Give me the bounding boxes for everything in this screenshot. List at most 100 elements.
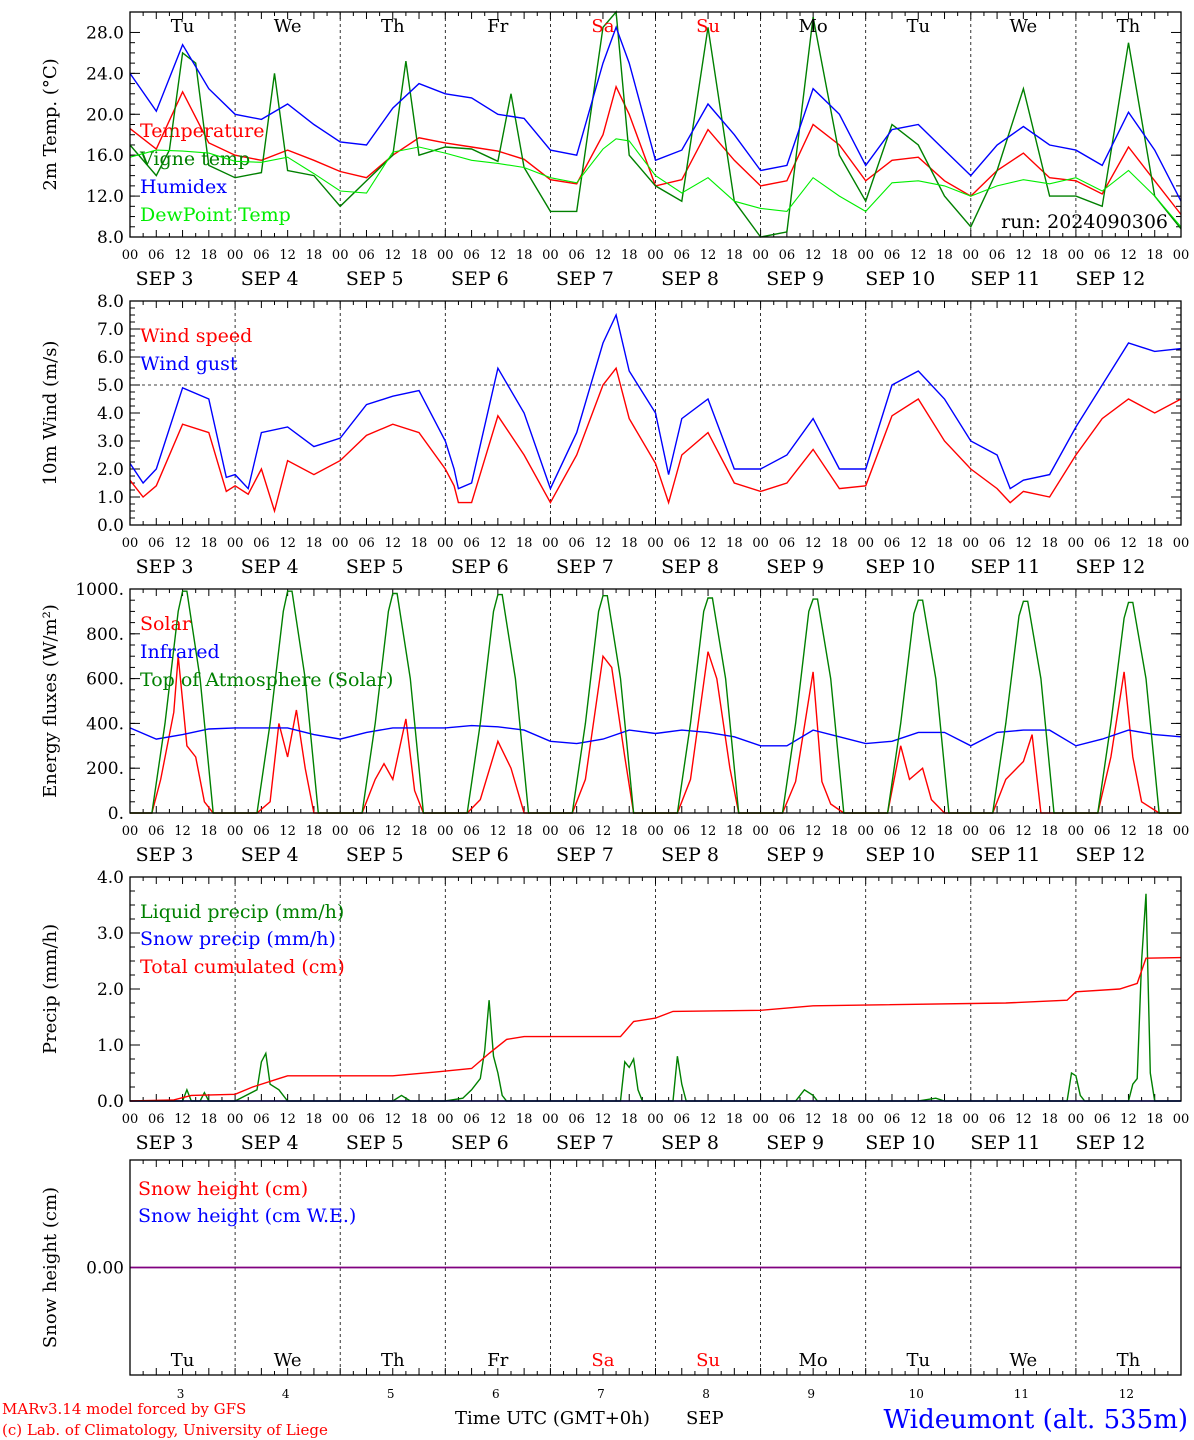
hour-tick-label: 18 xyxy=(411,536,428,551)
station-name: Wideumont (alt. 535m) xyxy=(884,1405,1188,1435)
hour-tick-label: 18 xyxy=(411,248,428,263)
hour-tick-label: 18 xyxy=(936,536,953,551)
hour-tick-label: 00 xyxy=(437,824,454,839)
y-tick-label: 20.0 xyxy=(86,105,124,125)
hour-tick-label: 12 xyxy=(1120,248,1137,263)
y-tick-label: 400. xyxy=(86,714,124,734)
y-tick-label: 28.0 xyxy=(86,23,124,43)
weekday-label: Tu xyxy=(171,16,195,37)
hour-tick-label: 06 xyxy=(1094,536,1111,551)
hour-tick-label: 06 xyxy=(148,824,165,839)
series-line-total-cumulated-cm- xyxy=(129,956,1182,1102)
date-label: SEP 8 xyxy=(661,556,719,578)
hour-tick-label: 00 xyxy=(437,536,454,551)
y-tick-label: 2.0 xyxy=(97,980,124,1000)
hour-tick-label: 12 xyxy=(174,536,191,551)
hour-tick-label: 12 xyxy=(384,536,401,551)
hour-tick-label: 06 xyxy=(779,536,796,551)
y-axis-title: Snow height (cm) xyxy=(40,1187,61,1348)
weekday-label: Sa xyxy=(591,16,614,37)
date-label: SEP 11 xyxy=(970,556,1040,578)
hour-tick-label: 00 xyxy=(542,824,559,839)
date-label: SEP 6 xyxy=(451,1132,509,1154)
y-tick-label: 7.0 xyxy=(97,320,124,340)
date-label: SEP 10 xyxy=(865,1132,935,1154)
y-tick-label: 16.0 xyxy=(86,146,124,166)
y-tick-label: 0. xyxy=(108,804,124,824)
hour-tick-label: 06 xyxy=(568,1112,585,1127)
hour-tick-label: 00 xyxy=(647,1112,664,1127)
hour-tick-label: 06 xyxy=(674,536,691,551)
hour-tick-label: 18 xyxy=(1041,248,1058,263)
hour-tick-label: 12 xyxy=(595,536,612,551)
date-label: SEP 4 xyxy=(241,556,299,578)
y-tick-label: 1.0 xyxy=(97,1036,124,1056)
hour-tick-label: 18 xyxy=(831,536,848,551)
hour-tick-label: 12 xyxy=(910,1112,927,1127)
hour-tick-label: 00 xyxy=(1173,536,1190,551)
hour-tick-label: 18 xyxy=(201,536,218,551)
hour-tick-label: 12 xyxy=(1120,824,1137,839)
hour-tick-label: 12 xyxy=(174,1112,191,1127)
date-label: SEP 5 xyxy=(346,844,404,866)
hour-tick-label: 00 xyxy=(122,1112,139,1127)
hour-tick-label: 00 xyxy=(752,824,769,839)
weekday-label: Th xyxy=(381,16,405,37)
hour-tick-label: 06 xyxy=(253,1112,270,1127)
weekday-label: We xyxy=(1010,1350,1038,1371)
y-tick-label: 800. xyxy=(86,625,124,645)
hour-tick-label: 00 xyxy=(227,536,244,551)
hour-tick-label: 12 xyxy=(595,824,612,839)
hour-tick-label: 12 xyxy=(805,824,822,839)
legend-entry: Humidex xyxy=(140,176,227,198)
hour-tick-label: 06 xyxy=(358,1112,375,1127)
hour-tick-label: 00 xyxy=(437,248,454,263)
date-label: SEP 10 xyxy=(865,556,935,578)
hour-tick-label: 00 xyxy=(857,536,874,551)
hour-tick-label: 00 xyxy=(1173,248,1190,263)
hour-tick-label: 12 xyxy=(1120,1112,1137,1127)
legend-entry: DewPoint Temp xyxy=(140,204,291,226)
hour-tick-label: 18 xyxy=(1146,536,1163,551)
hour-tick-label: 18 xyxy=(201,1112,218,1127)
legend-entry: Liquid precip (mm/h) xyxy=(140,901,344,923)
hour-tick-label: 18 xyxy=(831,248,848,263)
series-line-vigne-temp xyxy=(129,10,1182,238)
hour-tick-label: 00 xyxy=(542,248,559,263)
date-label: SEP 9 xyxy=(766,268,824,290)
hour-tick-label: 06 xyxy=(884,1112,901,1127)
hour-tick-label: 00 xyxy=(1173,1112,1190,1127)
plot-frame xyxy=(129,876,1182,1102)
hour-tick-label: 00 xyxy=(963,824,980,839)
day-number-label: 5 xyxy=(387,1387,395,1401)
hour-tick-label: 12 xyxy=(384,824,401,839)
date-label: SEP 7 xyxy=(556,556,614,578)
date-label: SEP 12 xyxy=(1076,556,1146,578)
hour-tick-label: 00 xyxy=(122,824,139,839)
legend-entry: Infrared xyxy=(140,641,220,663)
hour-tick-label: 12 xyxy=(490,824,507,839)
y-tick-label: 8.0 xyxy=(97,228,124,248)
hour-tick-label: 06 xyxy=(253,824,270,839)
weekday-label: Su xyxy=(696,1350,720,1371)
hour-tick-label: 06 xyxy=(568,536,585,551)
hour-tick-label: 12 xyxy=(279,248,296,263)
y-tick-label: 5.0 xyxy=(97,376,124,396)
hour-tick-label: 06 xyxy=(148,1112,165,1127)
hour-tick-label: 12 xyxy=(595,248,612,263)
date-label: SEP 5 xyxy=(346,1132,404,1154)
hour-tick-label: 06 xyxy=(674,248,691,263)
y-tick-label: 200. xyxy=(86,759,124,779)
hour-tick-label: 00 xyxy=(647,824,664,839)
hour-tick-label: 06 xyxy=(779,248,796,263)
hour-tick-label: 06 xyxy=(358,536,375,551)
date-label: SEP 7 xyxy=(556,844,614,866)
plot-frame xyxy=(129,1159,1182,1376)
hour-tick-label: 12 xyxy=(1015,536,1032,551)
weekday-label: We xyxy=(1010,16,1038,37)
hour-tick-label: 12 xyxy=(174,824,191,839)
y-axis-title: Energy fluxes (W/m²) xyxy=(40,604,61,798)
series-line-temperature xyxy=(129,84,1182,215)
hour-tick-label: 12 xyxy=(805,248,822,263)
hour-tick-label: 18 xyxy=(831,1112,848,1127)
